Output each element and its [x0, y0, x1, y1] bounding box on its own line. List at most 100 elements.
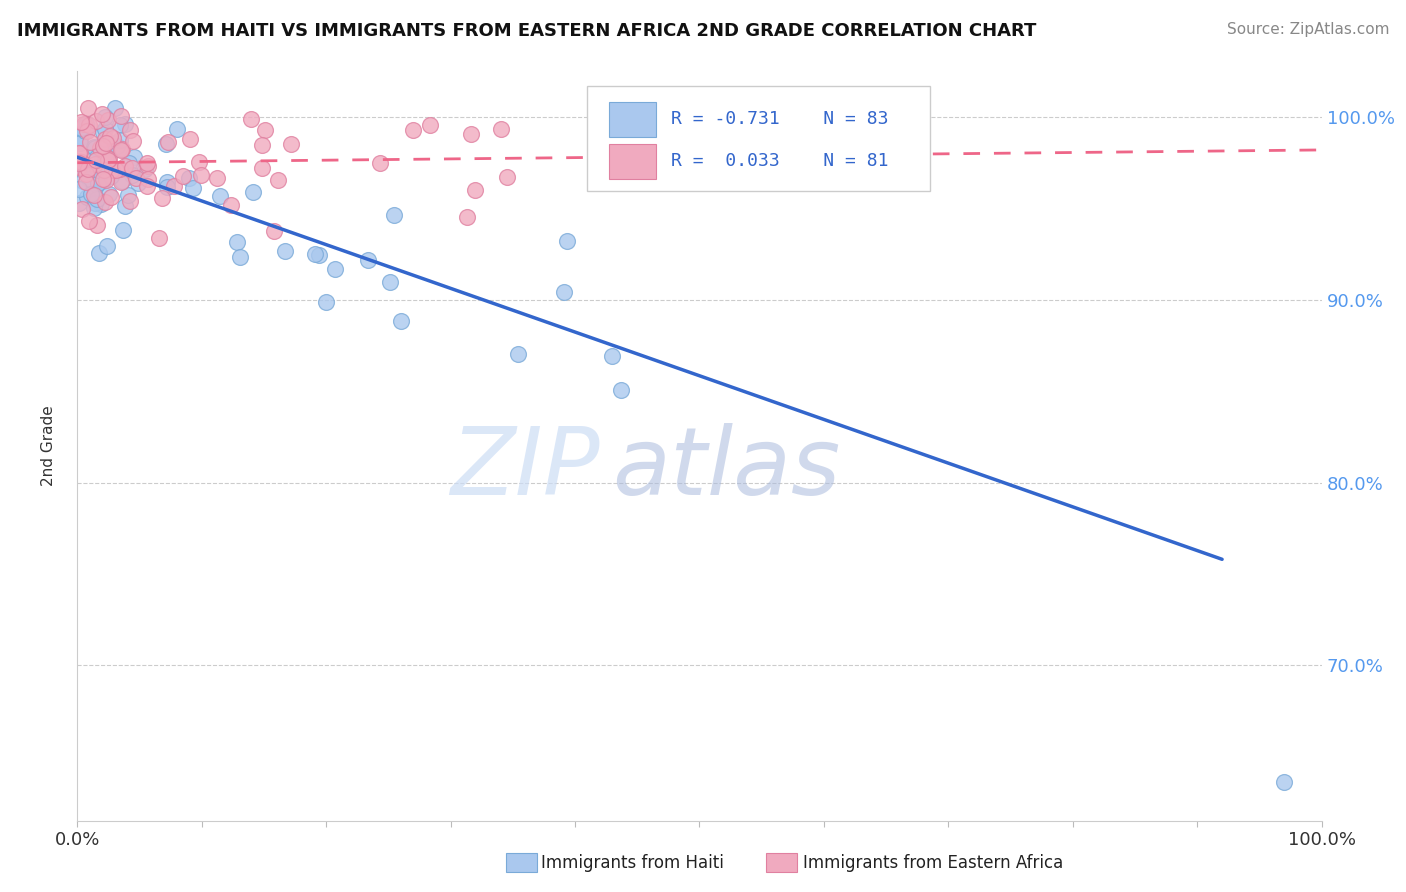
Point [136, 160, 159, 174]
Point [67, 160, 90, 174]
Point [80, 186, 103, 201]
Point [67, 156, 90, 170]
Point [110, 143, 132, 157]
Point [166, 122, 188, 136]
Point [120, 123, 142, 137]
Point [87, 163, 110, 178]
Point [250, 161, 273, 176]
Point [75, 167, 97, 181]
Point [69, 136, 91, 151]
Text: Immigrants from Haiti: Immigrants from Haiti [541, 854, 724, 871]
Point [73, 124, 96, 138]
Point [83, 157, 105, 171]
Point [229, 250, 252, 264]
Point [77, 118, 100, 132]
Point [263, 223, 285, 237]
Point [136, 178, 159, 193]
Point [179, 132, 201, 146]
Point [93, 163, 115, 178]
Point [94, 172, 117, 186]
Point [378, 275, 401, 289]
Point [97, 153, 120, 168]
Point [79, 173, 101, 187]
Point [96, 239, 118, 253]
Point [219, 198, 242, 212]
Point [72, 155, 94, 169]
Point [75, 165, 97, 179]
Point [84, 113, 107, 128]
Point [69, 146, 91, 161]
Point [122, 135, 145, 149]
Point [91, 174, 114, 188]
Point [252, 138, 274, 153]
Point [239, 112, 262, 126]
Point [205, 171, 228, 186]
Point [114, 199, 136, 213]
Point [280, 137, 302, 152]
Point [155, 136, 177, 151]
Point [172, 169, 194, 183]
Point [111, 173, 134, 187]
Point [75, 117, 97, 131]
Point [83, 140, 105, 154]
Point [179, 171, 201, 186]
Point [148, 231, 170, 245]
Point [77, 161, 100, 176]
Point [382, 208, 405, 222]
Point [80, 172, 103, 186]
Point [118, 156, 141, 170]
Point [304, 246, 326, 260]
Point [108, 118, 131, 132]
Point [122, 149, 145, 163]
Point [89, 167, 111, 181]
Point [67, 182, 90, 196]
Point [86, 150, 108, 164]
Point [94, 110, 117, 124]
FancyBboxPatch shape [609, 144, 657, 178]
Point [389, 314, 412, 328]
Point [114, 159, 136, 173]
Text: Source: ZipAtlas.com: Source: ZipAtlas.com [1226, 22, 1389, 37]
Point [117, 188, 139, 202]
Point [73, 117, 96, 131]
Point [308, 248, 330, 262]
Point [98, 128, 121, 143]
Point [315, 294, 337, 309]
Point [100, 169, 122, 183]
Point [156, 175, 179, 189]
Point [83, 140, 105, 154]
Point [134, 161, 156, 176]
Point [242, 185, 264, 199]
Point [120, 194, 142, 208]
Point [69, 129, 91, 144]
Text: IMMIGRANTS FROM HAITI VS IMMIGRANTS FROM EASTERN AFRICA 2ND GRADE CORRELATION CH: IMMIGRANTS FROM HAITI VS IMMIGRANTS FROM… [17, 22, 1036, 40]
Point [89, 141, 111, 155]
Point [100, 189, 122, 203]
Point [76, 123, 98, 137]
Point [357, 252, 380, 267]
Point [489, 122, 512, 136]
Point [77, 167, 100, 181]
Point [89, 175, 111, 189]
Point [96, 152, 118, 166]
Point [69, 115, 91, 129]
Point [107, 142, 129, 156]
Point [135, 155, 157, 169]
Point [83, 196, 105, 211]
Point [86, 218, 108, 232]
Point [103, 131, 125, 145]
Point [110, 110, 132, 124]
Point [419, 119, 441, 133]
Point [274, 244, 297, 258]
Point [76, 190, 98, 204]
Point [108, 161, 131, 176]
Point [100, 136, 122, 150]
Point [91, 125, 114, 139]
Point [94, 152, 117, 166]
Point [114, 117, 136, 131]
Point [125, 170, 148, 185]
Point [508, 347, 530, 361]
Point [610, 383, 633, 397]
Point [67, 154, 90, 169]
Point [84, 181, 107, 195]
